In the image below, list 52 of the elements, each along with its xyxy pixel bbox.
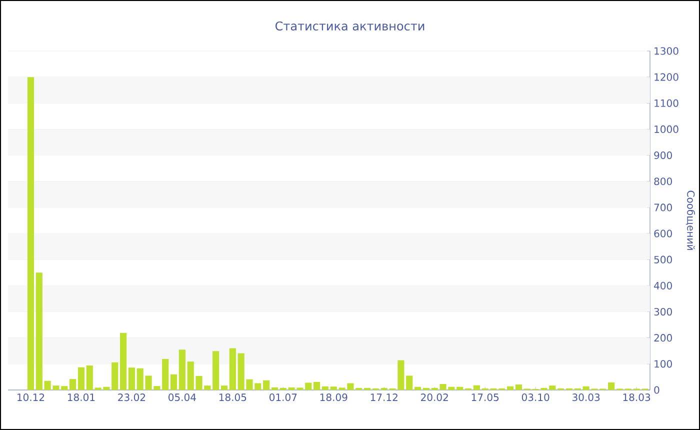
bar [507, 386, 514, 390]
bar [414, 386, 422, 390]
x-tick-label: 23.02 [118, 394, 146, 402]
bar [170, 374, 178, 390]
x-tick-label: 17.05 [472, 394, 499, 402]
y-tick-label: 400 [654, 282, 672, 290]
x-tick-label: 18.01 [68, 394, 95, 402]
x-tick-label: 18.09 [320, 394, 348, 402]
x-tick-label: 10.12 [18, 394, 44, 402]
y-tick-label: 0 [654, 386, 660, 394]
y-tick-label: 100 [654, 360, 672, 368]
x-tick-label: 30.03 [572, 394, 600, 402]
bar [78, 367, 85, 390]
bar [220, 386, 228, 390]
y-tick-label: 700 [654, 204, 672, 212]
y-tick-label: 1300 [654, 47, 678, 55]
x-tick-label: 20.02 [421, 394, 448, 402]
bar [322, 386, 329, 390]
x-tick-label: 03.10 [522, 394, 550, 402]
bar [128, 368, 135, 390]
y-tick-label: 800 [654, 178, 672, 186]
y-tick-label: 900 [654, 152, 672, 160]
bar [212, 351, 220, 390]
bar [608, 382, 615, 390]
y-tick-label: 300 [654, 308, 672, 316]
x-tick-label: 17.12 [370, 394, 398, 401]
y-tick-label: 200 [654, 334, 672, 342]
y-tick-label: 1100 [654, 99, 678, 107]
x-tick-label: 18.05 [219, 394, 246, 402]
chart-title: Статистика активности [276, 21, 424, 31]
bar [473, 385, 480, 390]
bar [406, 376, 413, 390]
bar [120, 332, 127, 390]
x-tick-label: 05.04 [168, 394, 196, 402]
bar [456, 386, 464, 390]
bar [314, 382, 320, 390]
y-tick-label: 1200 [654, 73, 678, 81]
bar [229, 348, 236, 390]
y-tick-label: 600 [654, 230, 672, 238]
y-tick-label: 1000 [654, 125, 678, 133]
bar [27, 77, 34, 390]
bar [36, 272, 42, 390]
bar [70, 379, 76, 390]
bar [178, 350, 186, 390]
y-tick-label: 500 [654, 256, 672, 264]
x-tick-label: 18.03 [623, 394, 650, 402]
x-tick-label: 01.07 [269, 394, 297, 402]
y-axis-title: Сообщений [686, 190, 696, 250]
bar [271, 387, 278, 390]
bar [515, 384, 522, 390]
bar [263, 380, 270, 390]
bar [162, 358, 169, 390]
